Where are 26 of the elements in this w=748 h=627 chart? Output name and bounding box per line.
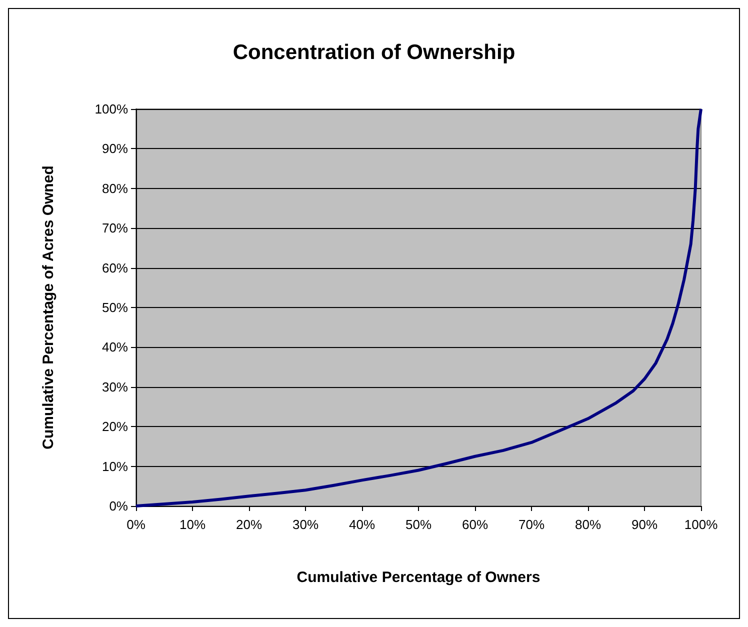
- line-series: [134, 108, 702, 508]
- y-tick-label: 80%: [102, 180, 128, 196]
- x-tick-label: 10%: [179, 517, 206, 532]
- x-tick-label: 50%: [405, 517, 432, 532]
- x-tick-label: 20%: [236, 517, 262, 532]
- x-tick-label: 100%: [684, 517, 718, 532]
- y-axis-title: Cumulative Percentage of Acres Owned: [40, 166, 57, 450]
- y-tick-label: 30%: [102, 379, 128, 394]
- y-tick-label: 50%: [102, 300, 128, 315]
- y-tick-label: 60%: [102, 260, 128, 276]
- y-tick-label: 20%: [102, 419, 128, 434]
- x-axis-title: Cumulative Percentage of Owners: [296, 569, 540, 586]
- y-tick-label: 70%: [102, 220, 128, 236]
- x-tick-label: 60%: [462, 517, 488, 532]
- x-tick-label: 40%: [348, 517, 376, 532]
- y-tick-label: 10%: [102, 458, 128, 474]
- y-tick-label: 100%: [94, 102, 128, 116]
- x-tick-label: 80%: [574, 517, 602, 532]
- x-tick-label: 90%: [631, 517, 658, 532]
- x-tick-label: 70%: [518, 517, 545, 532]
- x-tick-label: 30%: [292, 517, 319, 532]
- y-tick-label: 0%: [109, 498, 128, 514]
- chart-title: Concentration of Ownership: [232, 41, 516, 64]
- x-tick-label: 0%: [126, 517, 146, 532]
- y-tick-label: 40%: [102, 340, 128, 355]
- y-tick-label: 90%: [102, 141, 128, 156]
